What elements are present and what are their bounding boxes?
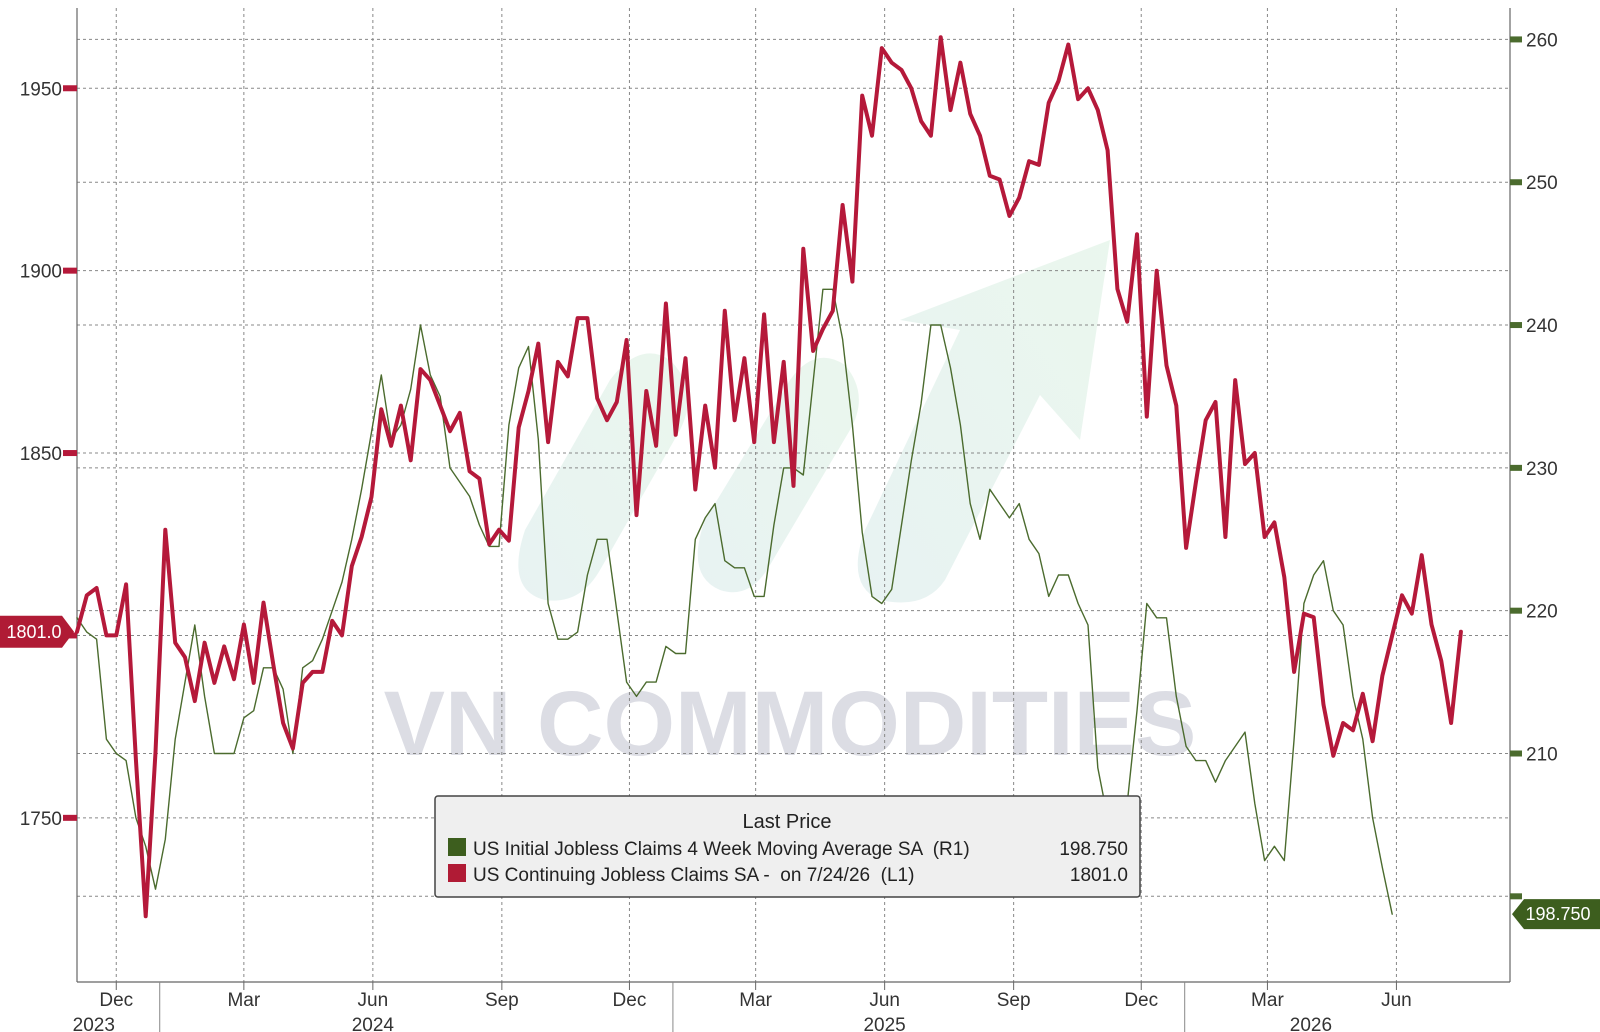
continuing-claims-line xyxy=(75,35,1463,919)
legend-label-continuing: US Continuing Jobless Claims SA - on 7/2… xyxy=(473,865,914,886)
legend: Last Price US Initial Jobless Claims 4 W… xyxy=(434,795,1141,898)
left-axis-tick xyxy=(63,450,77,457)
x-axis-month-label: Mar xyxy=(1251,990,1284,1011)
watermark-logo-icon xyxy=(857,240,1110,603)
x-axis-month-label: Mar xyxy=(227,990,260,1011)
right-axis-tick xyxy=(1510,36,1522,43)
x-axis-year-label: 2024 xyxy=(352,1015,395,1032)
right-axis-tick-label: 260 xyxy=(1526,30,1558,51)
right-axis-tick-label: 210 xyxy=(1526,744,1558,765)
left-axis-tick xyxy=(63,85,77,92)
right-axis-tick-label: 220 xyxy=(1526,602,1558,623)
x-axis-month-label: Sep xyxy=(485,990,519,1011)
x-axis-year-label: 2026 xyxy=(1290,1015,1332,1032)
left-axis-tick-label: 1950 xyxy=(20,79,62,100)
last-value-tag-right-shape xyxy=(1512,899,1600,930)
left-axis-tick xyxy=(63,267,77,274)
x-axis-month-label: Jun xyxy=(358,990,389,1011)
axes: 1750 1850 1900 1950 210 220 230 240 250 260 Dec Mar… xyxy=(20,8,1558,1032)
right-axis-tick xyxy=(1510,464,1522,471)
x-axis-month-label: Mar xyxy=(739,990,772,1011)
x-axis-month-label: Sep xyxy=(997,990,1031,1011)
right-axis-tick xyxy=(1510,607,1522,614)
watermark-text: VN COMMODITIES xyxy=(384,673,1197,775)
grid xyxy=(77,8,1510,982)
last-value-tag-left-shape xyxy=(0,615,74,648)
x-axis-year-label: 2023 xyxy=(73,1015,115,1032)
x-axis-year-label: 2025 xyxy=(863,1015,905,1032)
x-axis-month-label: Dec xyxy=(99,990,133,1011)
right-axis-tick-label: 230 xyxy=(1526,459,1558,480)
legend-label-initial: US Initial Jobless Claims 4 Week Moving … xyxy=(473,839,970,860)
last-value-tag-right-text: 198.750 xyxy=(1525,904,1590,924)
last-value-tag-left-text: 1801.0 xyxy=(6,622,61,642)
series xyxy=(75,35,1463,919)
left-axis-tick-label: 1900 xyxy=(20,262,62,283)
legend-swatch-initial xyxy=(448,838,466,856)
right-axis-tick-label: 240 xyxy=(1526,316,1558,337)
right-axis-tick-label: 250 xyxy=(1526,173,1558,194)
x-axis-month-label: Jun xyxy=(869,990,900,1011)
legend-swatch-continuing xyxy=(448,864,466,882)
x-axis-month-label: Dec xyxy=(613,990,647,1011)
last-value-tag-right: 198.750 xyxy=(1512,899,1600,930)
legend-value-initial: 198.750 xyxy=(1059,839,1128,860)
left-axis-tick-label: 1850 xyxy=(20,444,62,465)
legend-title: Last Price xyxy=(743,811,832,833)
right-axis-tick xyxy=(1510,179,1522,186)
left-axis-tick-label: 1750 xyxy=(20,809,62,830)
x-axis-month-label: Jun xyxy=(1381,990,1412,1011)
x-axis-month-label: Dec xyxy=(1124,990,1158,1011)
watermark: VN COMMODITIES xyxy=(384,240,1197,775)
right-axis-tick xyxy=(1510,322,1522,329)
last-value-tag-left: 1801.0 xyxy=(0,615,74,648)
left-axis-tick xyxy=(63,814,77,821)
legend-value-continuing: 1801.0 xyxy=(1070,865,1128,886)
right-axis-tick xyxy=(1510,750,1522,757)
right-axis-tick xyxy=(1510,893,1522,900)
watermark-logo-icon xyxy=(697,357,859,593)
legend-box xyxy=(434,795,1141,898)
